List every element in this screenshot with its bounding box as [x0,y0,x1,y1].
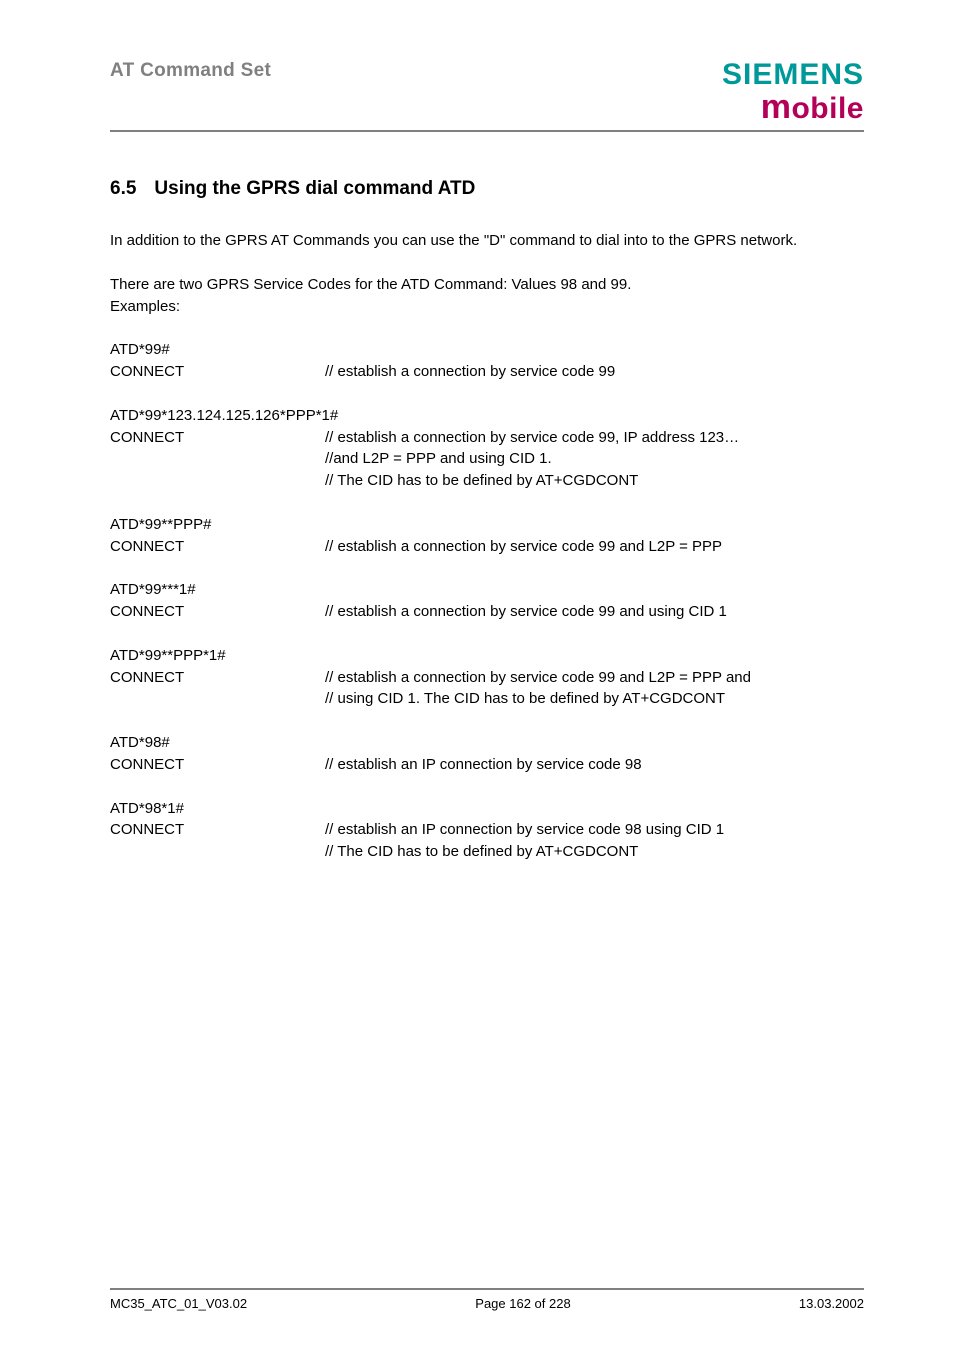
example-block: ATD*99# CONNECT // establish a connectio… [110,339,864,383]
example-resp-row: CONNECT // establish a connection by ser… [110,536,864,558]
example-comment-line: // establish an IP connection by service… [325,819,864,841]
example-comment: // establish an IP connection by service… [325,819,864,863]
example-block: ATD*99**PPP*1# CONNECT // establish a co… [110,645,864,710]
footer-right: 13.03.2002 [799,1296,864,1311]
example-cmd-row: ATD*99***1# [110,579,864,601]
example-cmd: ATD*99**PPP*1# [110,645,325,667]
paragraph-codes: There are two GPRS Service Codes for the… [110,274,864,318]
section-heading: 6.5 Using the GPRS dial command ATD [110,178,864,200]
logo-mobile-text: mobile [722,90,864,124]
section-number: 6.5 [110,178,136,200]
example-comment: // establish a connection by service cod… [325,361,864,383]
example-cmd: ATD*98# [110,732,325,754]
siemens-logo: SIEMENS mobile [722,60,864,124]
paragraph-codes-line1: There are two GPRS Service Codes for the… [110,276,631,293]
example-block: ATD*98*1# CONNECT // establish an IP con… [110,798,864,863]
logo-obile: obile [791,92,864,125]
example-cmd: ATD*99*123.124.125.126*PPP*1# [110,405,338,427]
paragraph-codes-line2: Examples: [110,298,180,315]
paragraph-intro: In addition to the GPRS AT Commands you … [110,230,864,252]
example-block: ATD*98# CONNECT // establish an IP conne… [110,732,864,776]
section-title-text: Using the GPRS dial command ATD [154,178,475,199]
example-block: ATD*99**PPP# CONNECT // establish a conn… [110,514,864,558]
example-resp: CONNECT [110,754,325,776]
footer-divider [110,1288,864,1290]
example-cmd: ATD*99**PPP# [110,514,325,536]
example-resp: CONNECT [110,819,325,841]
example-cmd-row: ATD*99# [110,339,864,361]
example-cmd: ATD*98*1# [110,798,325,820]
example-resp: CONNECT [110,536,325,558]
footer-row: MC35_ATC_01_V03.02 Page 162 of 228 13.03… [110,1296,864,1311]
logo-m: m [761,88,792,126]
example-comment: // establish a connection by service cod… [325,601,864,623]
example-comment: // establish a connection by service cod… [325,667,864,711]
example-comment-line: // establish a connection by service cod… [325,667,864,689]
example-resp-row: CONNECT // establish a connection by ser… [110,601,864,623]
example-resp-row: CONNECT // establish a connection by ser… [110,427,864,492]
example-cmd-row: ATD*99**PPP*1# [110,645,864,667]
example-block: ATD*99***1# CONNECT // establish a conne… [110,579,864,623]
footer-center: Page 162 of 228 [475,1296,570,1311]
example-cmd-row: ATD*98# [110,732,864,754]
header-divider [110,130,864,132]
example-cmd-row: ATD*99**PPP# [110,514,864,536]
example-resp: CONNECT [110,667,325,689]
header: AT Command Set SIEMENS mobile [110,60,864,124]
example-comment-line: //and L2P = PPP and using CID 1. [325,448,864,470]
footer-left: MC35_ATC_01_V03.02 [110,1296,247,1311]
example-resp-row: CONNECT // establish a connection by ser… [110,667,864,711]
example-resp: CONNECT [110,601,325,623]
example-comment: // establish a connection by service cod… [325,536,864,558]
footer: MC35_ATC_01_V03.02 Page 162 of 228 13.03… [110,1288,864,1311]
example-resp: CONNECT [110,427,325,449]
example-cmd: ATD*99***1# [110,579,325,601]
example-comment-line: // using CID 1. The CID has to be define… [325,688,864,710]
logo-siemens-text: SIEMENS [722,60,864,90]
example-comment: // establish a connection by service cod… [325,427,864,492]
example-resp: CONNECT [110,361,325,383]
example-block: ATD*99*123.124.125.126*PPP*1# CONNECT //… [110,405,864,492]
example-comment-line: // The CID has to be defined by AT+CGDCO… [325,841,864,863]
page: AT Command Set SIEMENS mobile 6.5 Using t… [0,0,954,1351]
example-cmd-row: ATD*98*1# [110,798,864,820]
example-cmd-row: ATD*99*123.124.125.126*PPP*1# [110,405,864,427]
example-resp-row: CONNECT // establish an IP connection by… [110,819,864,863]
example-cmd: ATD*99# [110,339,325,361]
example-comment: // establish an IP connection by service… [325,754,864,776]
example-comment-line: // The CID has to be defined by AT+CGDCO… [325,470,864,492]
header-title: AT Command Set [110,60,271,82]
example-comment-line: // establish a connection by service cod… [325,427,864,449]
example-resp-row: CONNECT // establish a connection by ser… [110,361,864,383]
example-resp-row: CONNECT // establish an IP connection by… [110,754,864,776]
